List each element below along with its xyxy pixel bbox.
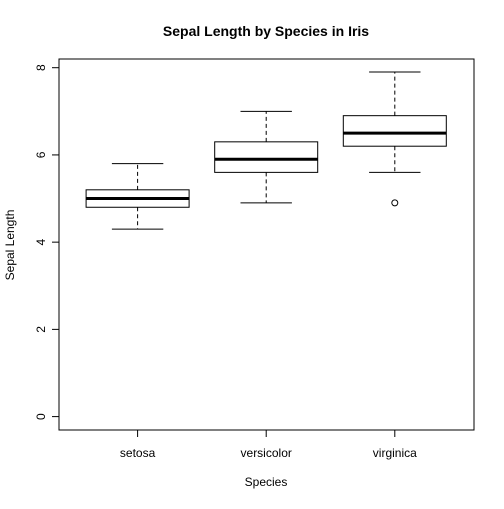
x-axis-label: Species bbox=[245, 475, 288, 489]
x-tick-label: virginica bbox=[373, 446, 417, 460]
y-tick-label: 0 bbox=[34, 413, 48, 420]
outlier-point bbox=[391, 199, 399, 207]
y-tick-label: 2 bbox=[34, 326, 48, 333]
y-axis-label: Sepal Length bbox=[3, 210, 17, 281]
y-tick-label: 8 bbox=[34, 64, 48, 71]
y-axis-ticks: 0 2 4 6 8 bbox=[34, 64, 59, 420]
box-versicolor bbox=[214, 110, 319, 204]
y-tick-label: 6 bbox=[34, 151, 48, 158]
interquartile-box bbox=[342, 115, 447, 147]
x-tick-label: setosa bbox=[120, 446, 156, 460]
y-tick-label: 4 bbox=[34, 238, 48, 245]
box-virginica bbox=[342, 71, 447, 207]
x-tick-label: versicolor bbox=[241, 446, 292, 460]
box-series bbox=[85, 71, 447, 230]
interquartile-box bbox=[214, 141, 319, 173]
box-setosa bbox=[85, 163, 190, 230]
chart-title: Sepal Length by Species in Iris bbox=[163, 23, 369, 39]
x-axis-ticks: setosa versicolor virginica bbox=[120, 430, 417, 460]
